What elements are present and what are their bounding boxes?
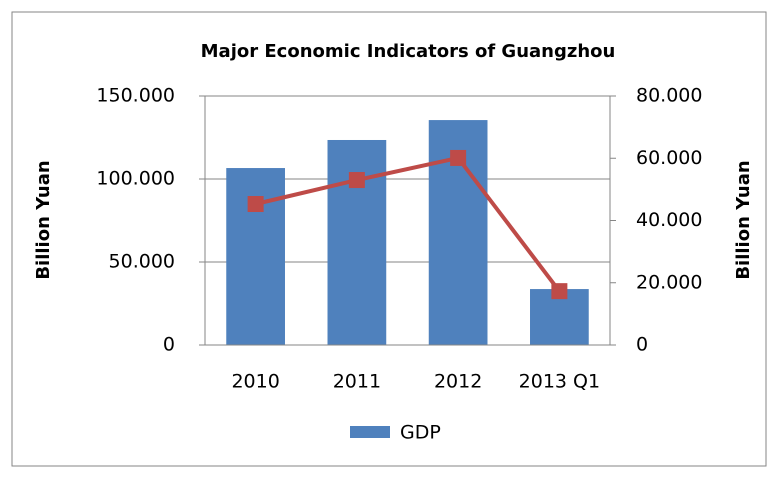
- x-tick-label: 2011: [333, 371, 381, 393]
- y-tick-label: 0: [163, 334, 175, 356]
- line: [255, 155, 561, 293]
- legend-swatch: [350, 426, 390, 438]
- chart-title: Major Economic Indicators of Guangzhou: [201, 41, 616, 62]
- y2-tick-label: 0: [636, 334, 648, 356]
- chart-border: [11, 11, 767, 467]
- x-tick-label: 2012: [434, 371, 482, 393]
- x-tick-label: 2010: [231, 371, 279, 393]
- y2-tick-label: 80.000: [636, 85, 702, 107]
- bar: [226, 168, 285, 345]
- marker: [551, 283, 568, 300]
- y2-tick-label: 40.000: [636, 209, 702, 231]
- y-tick-label: 100.000: [96, 168, 175, 190]
- y-tick-label: 150.000: [96, 85, 175, 107]
- y2-tick-label: 20.000: [636, 271, 702, 293]
- y-axis-label: Billion Yuan: [33, 160, 54, 279]
- marker: [348, 172, 365, 189]
- bar: [327, 139, 387, 345]
- y2-tick-label: 60.000: [636, 147, 702, 169]
- x-tick-label: 2013 Q1: [519, 371, 600, 393]
- legend-label: GDP: [400, 422, 441, 444]
- y2-axis-label: Billion Yuan: [733, 160, 754, 279]
- y-tick-label: 50.000: [109, 251, 175, 273]
- marker: [247, 196, 264, 213]
- marker: [450, 149, 467, 166]
